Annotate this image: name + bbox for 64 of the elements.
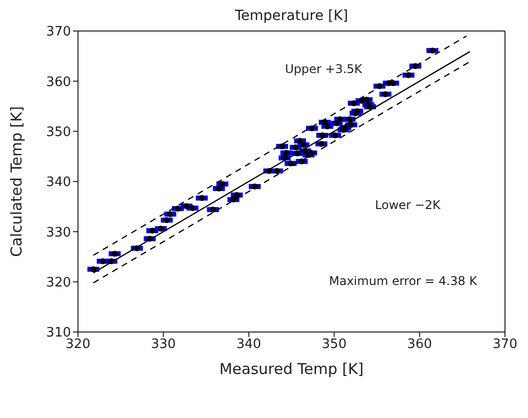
point bbox=[382, 91, 388, 98]
chart-title: Temperature [K] bbox=[234, 8, 350, 24]
point bbox=[288, 160, 294, 166]
point bbox=[167, 211, 174, 218]
point bbox=[346, 116, 353, 122]
point bbox=[298, 158, 305, 164]
point bbox=[252, 184, 258, 190]
point bbox=[376, 83, 382, 90]
point bbox=[234, 192, 240, 198]
x-tick-label: 360 bbox=[407, 337, 432, 352]
point bbox=[279, 143, 286, 150]
point bbox=[219, 181, 226, 188]
point bbox=[302, 148, 308, 154]
point bbox=[174, 206, 181, 212]
x-tick-label: 330 bbox=[150, 337, 176, 352]
point bbox=[164, 217, 170, 224]
point bbox=[90, 266, 96, 272]
point bbox=[318, 140, 324, 147]
point bbox=[308, 150, 314, 156]
point bbox=[294, 150, 300, 156]
y-axis-title: Calculated Temp [K] bbox=[7, 106, 26, 257]
point bbox=[266, 168, 272, 174]
y-tick-label: 320 bbox=[46, 275, 71, 290]
point bbox=[308, 125, 315, 132]
point bbox=[283, 150, 290, 156]
x-tick-label: 350 bbox=[322, 337, 347, 352]
point bbox=[282, 154, 288, 161]
point bbox=[108, 258, 114, 264]
x-tick-label: 370 bbox=[492, 337, 518, 352]
y-tick-label: 330 bbox=[46, 225, 71, 240]
point bbox=[183, 203, 190, 210]
point bbox=[198, 195, 205, 202]
point bbox=[319, 132, 326, 138]
point bbox=[337, 116, 344, 122]
point bbox=[406, 72, 412, 78]
annotation: Maximum error = 4.38 K bbox=[329, 274, 478, 288]
y-tick-label: 340 bbox=[46, 175, 71, 190]
point bbox=[334, 120, 340, 126]
x-tick-label: 340 bbox=[236, 337, 262, 352]
point bbox=[100, 258, 106, 264]
point bbox=[146, 236, 153, 242]
point bbox=[210, 206, 216, 213]
annotation: Lower −2K bbox=[375, 198, 440, 212]
point bbox=[112, 250, 118, 257]
y-tick-label: 350 bbox=[46, 124, 71, 140]
point bbox=[300, 142, 306, 148]
point bbox=[297, 138, 304, 144]
point bbox=[412, 63, 418, 70]
y-tick-label: 370 bbox=[46, 24, 71, 40]
x-axis-title: Measured Temp [K] bbox=[219, 360, 364, 378]
point bbox=[158, 226, 164, 232]
point bbox=[149, 228, 156, 234]
point bbox=[324, 123, 330, 130]
point bbox=[189, 205, 196, 212]
point bbox=[350, 100, 357, 106]
point bbox=[230, 196, 236, 203]
point bbox=[292, 144, 299, 150]
point bbox=[429, 48, 436, 54]
y-tick-label: 360 bbox=[46, 74, 71, 90]
point bbox=[348, 122, 354, 128]
point bbox=[134, 245, 140, 252]
annotation: Upper +3.5K bbox=[285, 62, 362, 76]
point bbox=[216, 186, 222, 192]
point bbox=[332, 132, 338, 138]
